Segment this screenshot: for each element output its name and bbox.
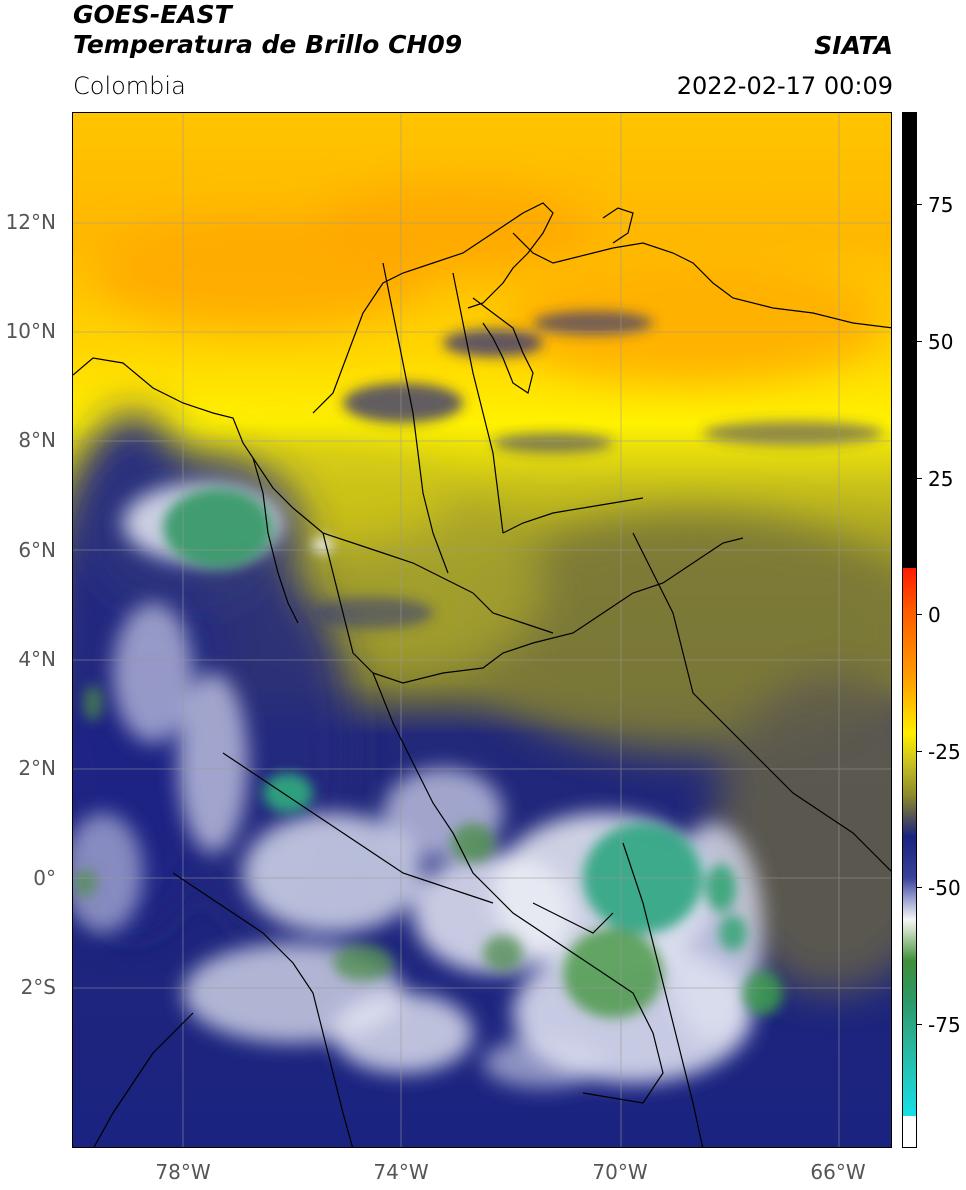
cbar-tick-m75 (916, 1024, 922, 1025)
cbar-tick-25 (916, 478, 922, 479)
cbar-tick-m25 (916, 751, 922, 752)
lon-label-74w: 74°W (373, 1160, 429, 1184)
temperature-colorbar (902, 112, 917, 1148)
lat-label-12n: 12°N (5, 210, 56, 234)
dark-convective-streaks (313, 311, 883, 629)
dry-region (193, 443, 891, 993)
cbar-tick-0 (916, 614, 922, 615)
gridlines (73, 113, 891, 1147)
lat-label-4n: 4°N (18, 647, 56, 671)
title-satellite: GOES-EAST (73, 0, 232, 29)
cbar-tick-50 (916, 341, 922, 342)
cbar-label-50: 50 (928, 330, 954, 354)
datetime-label: 2022-02-17 00:09 (676, 72, 893, 100)
cbar-label-75: 75 (928, 193, 954, 217)
lon-label-70w: 70°W (592, 1160, 648, 1184)
cbar-tick-75 (916, 204, 922, 205)
lat-label-10n: 10°N (5, 319, 56, 343)
lon-label-66w: 66°W (810, 1160, 866, 1184)
region-label: Colombia (73, 72, 186, 100)
lat-label-2s: 2°S (20, 975, 56, 999)
cbar-label-0: 0 (928, 603, 941, 627)
cbar-tick-m50 (916, 887, 922, 888)
map-canvas (73, 113, 891, 1147)
cbar-label-m25: -25 (928, 740, 961, 764)
lon-label-78w: 78°W (155, 1160, 211, 1184)
cbar-label-25: 25 (928, 467, 954, 491)
coastlines-borders (73, 202, 891, 1147)
cbar-label-m50: -50 (928, 876, 961, 900)
lat-label-6n: 6°N (18, 538, 56, 562)
lat-label-0: 0° (33, 866, 56, 890)
cbar-label-m75: -75 (928, 1013, 961, 1037)
lat-label-8n: 8°N (18, 428, 56, 452)
satellite-map (72, 112, 892, 1148)
title-product: Temperatura de Brillo CH09 (73, 30, 463, 59)
lat-label-2n: 2°N (18, 756, 56, 780)
map-title: GOES-EAST Temperatura de Brillo CH09 (73, 0, 462, 60)
agency-label: SIATA (814, 31, 893, 60)
warm-band (93, 183, 883, 383)
